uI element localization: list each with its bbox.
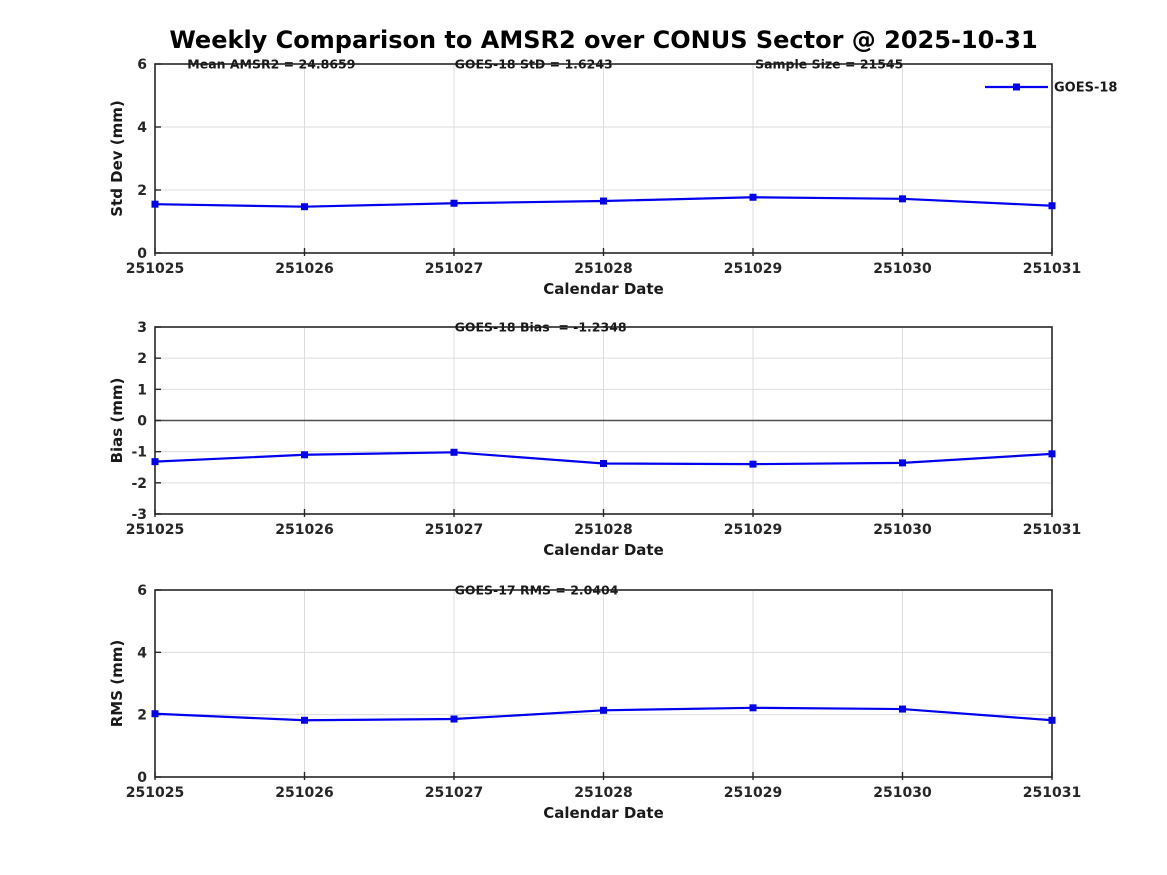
x-tick-label: 251031 xyxy=(1023,785,1081,801)
x-tick-label: 251025 xyxy=(126,261,184,277)
data-point-marker xyxy=(450,448,458,456)
x-tick-label: 251029 xyxy=(724,785,782,801)
y-axis-label: Bias (mm) xyxy=(108,378,126,464)
y-axis-label: Std Dev (mm) xyxy=(108,100,126,217)
y-axis-label: RMS (mm) xyxy=(108,640,126,727)
x-tick-label: 251026 xyxy=(275,522,333,538)
x-tick-label: 251028 xyxy=(574,522,632,538)
data-point-marker xyxy=(1048,202,1056,210)
x-tick-label: 251031 xyxy=(1023,261,1081,277)
stat-annotation: GOES-18 Bias = -1.2348 xyxy=(455,320,627,335)
x-tick-label: 251027 xyxy=(425,785,483,801)
subplot-1: 251025 251026 251027 251028 251029 251030 2510… xyxy=(108,57,1117,299)
x-tick-label: 251026 xyxy=(275,785,333,801)
y-tick-label: 4 xyxy=(137,120,147,136)
data-point-marker xyxy=(899,705,906,713)
data-point-marker xyxy=(899,195,906,203)
x-tick-label: 251025 xyxy=(126,785,184,801)
x-tick-label: 251025 xyxy=(126,522,184,538)
x-tick-label: 251030 xyxy=(873,785,932,801)
data-point-marker xyxy=(151,200,159,208)
y-tick-label: 2 xyxy=(137,183,147,199)
data-point-marker xyxy=(600,460,607,468)
y-tick-label: 4 xyxy=(137,645,147,661)
x-tick-label: 251031 xyxy=(1023,522,1081,538)
data-point-marker xyxy=(151,710,159,718)
y-tick-label: 3 xyxy=(137,320,147,336)
data-point-marker xyxy=(450,199,458,207)
stat-annotation: GOES-18 StD = 1.6243 xyxy=(455,57,613,72)
stat-annotation: Sample Size = 21545 xyxy=(755,57,903,72)
stat-annotation: GOES-17 RMS = 2.0404 xyxy=(455,583,619,598)
stat-annotation: Mean AMSR2 = 24.8659 xyxy=(187,57,355,72)
data-point-marker xyxy=(600,706,607,714)
x-axis-label: Calendar Date xyxy=(543,804,664,822)
data-point-marker xyxy=(600,197,607,205)
y-tick-label: -3 xyxy=(131,507,147,523)
x-tick-label: 251029 xyxy=(724,261,782,277)
x-tick-label: 251026 xyxy=(275,261,333,277)
x-tick-label: 251030 xyxy=(873,522,932,538)
data-point-marker xyxy=(301,716,308,724)
data-point-marker xyxy=(301,451,308,459)
y-tick-label: 6 xyxy=(137,583,147,599)
data-point-marker xyxy=(151,458,159,466)
data-point-marker xyxy=(749,193,757,201)
y-tick-label: 2 xyxy=(137,351,147,367)
y-tick-label: 0 xyxy=(137,246,147,262)
data-point-marker xyxy=(450,715,458,723)
x-tick-label: 251030 xyxy=(873,261,932,277)
data-point-marker xyxy=(301,203,308,211)
subplot-3: 251025 251026 251027 251028 251029 251030 2510… xyxy=(108,583,1081,823)
y-tick-label: -2 xyxy=(131,476,147,492)
legend-label: GOES-18 xyxy=(1054,81,1117,96)
legend-marker xyxy=(1013,83,1020,91)
x-tick-label: 251028 xyxy=(574,785,632,801)
x-tick-label: 251027 xyxy=(425,522,483,538)
x-axis-label: Calendar Date xyxy=(543,541,664,559)
y-tick-label: 6 xyxy=(137,57,147,73)
data-point-marker xyxy=(749,704,757,712)
x-tick-label: 251027 xyxy=(425,261,483,277)
y-tick-label: 0 xyxy=(137,770,147,786)
y-tick-label: 1 xyxy=(137,382,147,398)
y-tick-label: 0 xyxy=(137,414,147,430)
x-axis-label: Calendar Date xyxy=(543,280,664,298)
data-point-marker xyxy=(899,459,906,467)
data-point-marker xyxy=(749,460,757,468)
data-point-marker xyxy=(1048,716,1056,724)
y-tick-label: 2 xyxy=(137,708,147,724)
data-point-marker xyxy=(1048,450,1056,458)
x-tick-label: 251028 xyxy=(574,261,632,277)
subplot-2: 251025 251026 251027 251028 251029 251030 2510… xyxy=(108,320,1081,560)
y-tick-label: -1 xyxy=(131,445,147,461)
chart-title: Weekly Comparison to AMSR2 over CONUS Se… xyxy=(169,26,1038,54)
x-tick-label: 251029 xyxy=(724,522,782,538)
